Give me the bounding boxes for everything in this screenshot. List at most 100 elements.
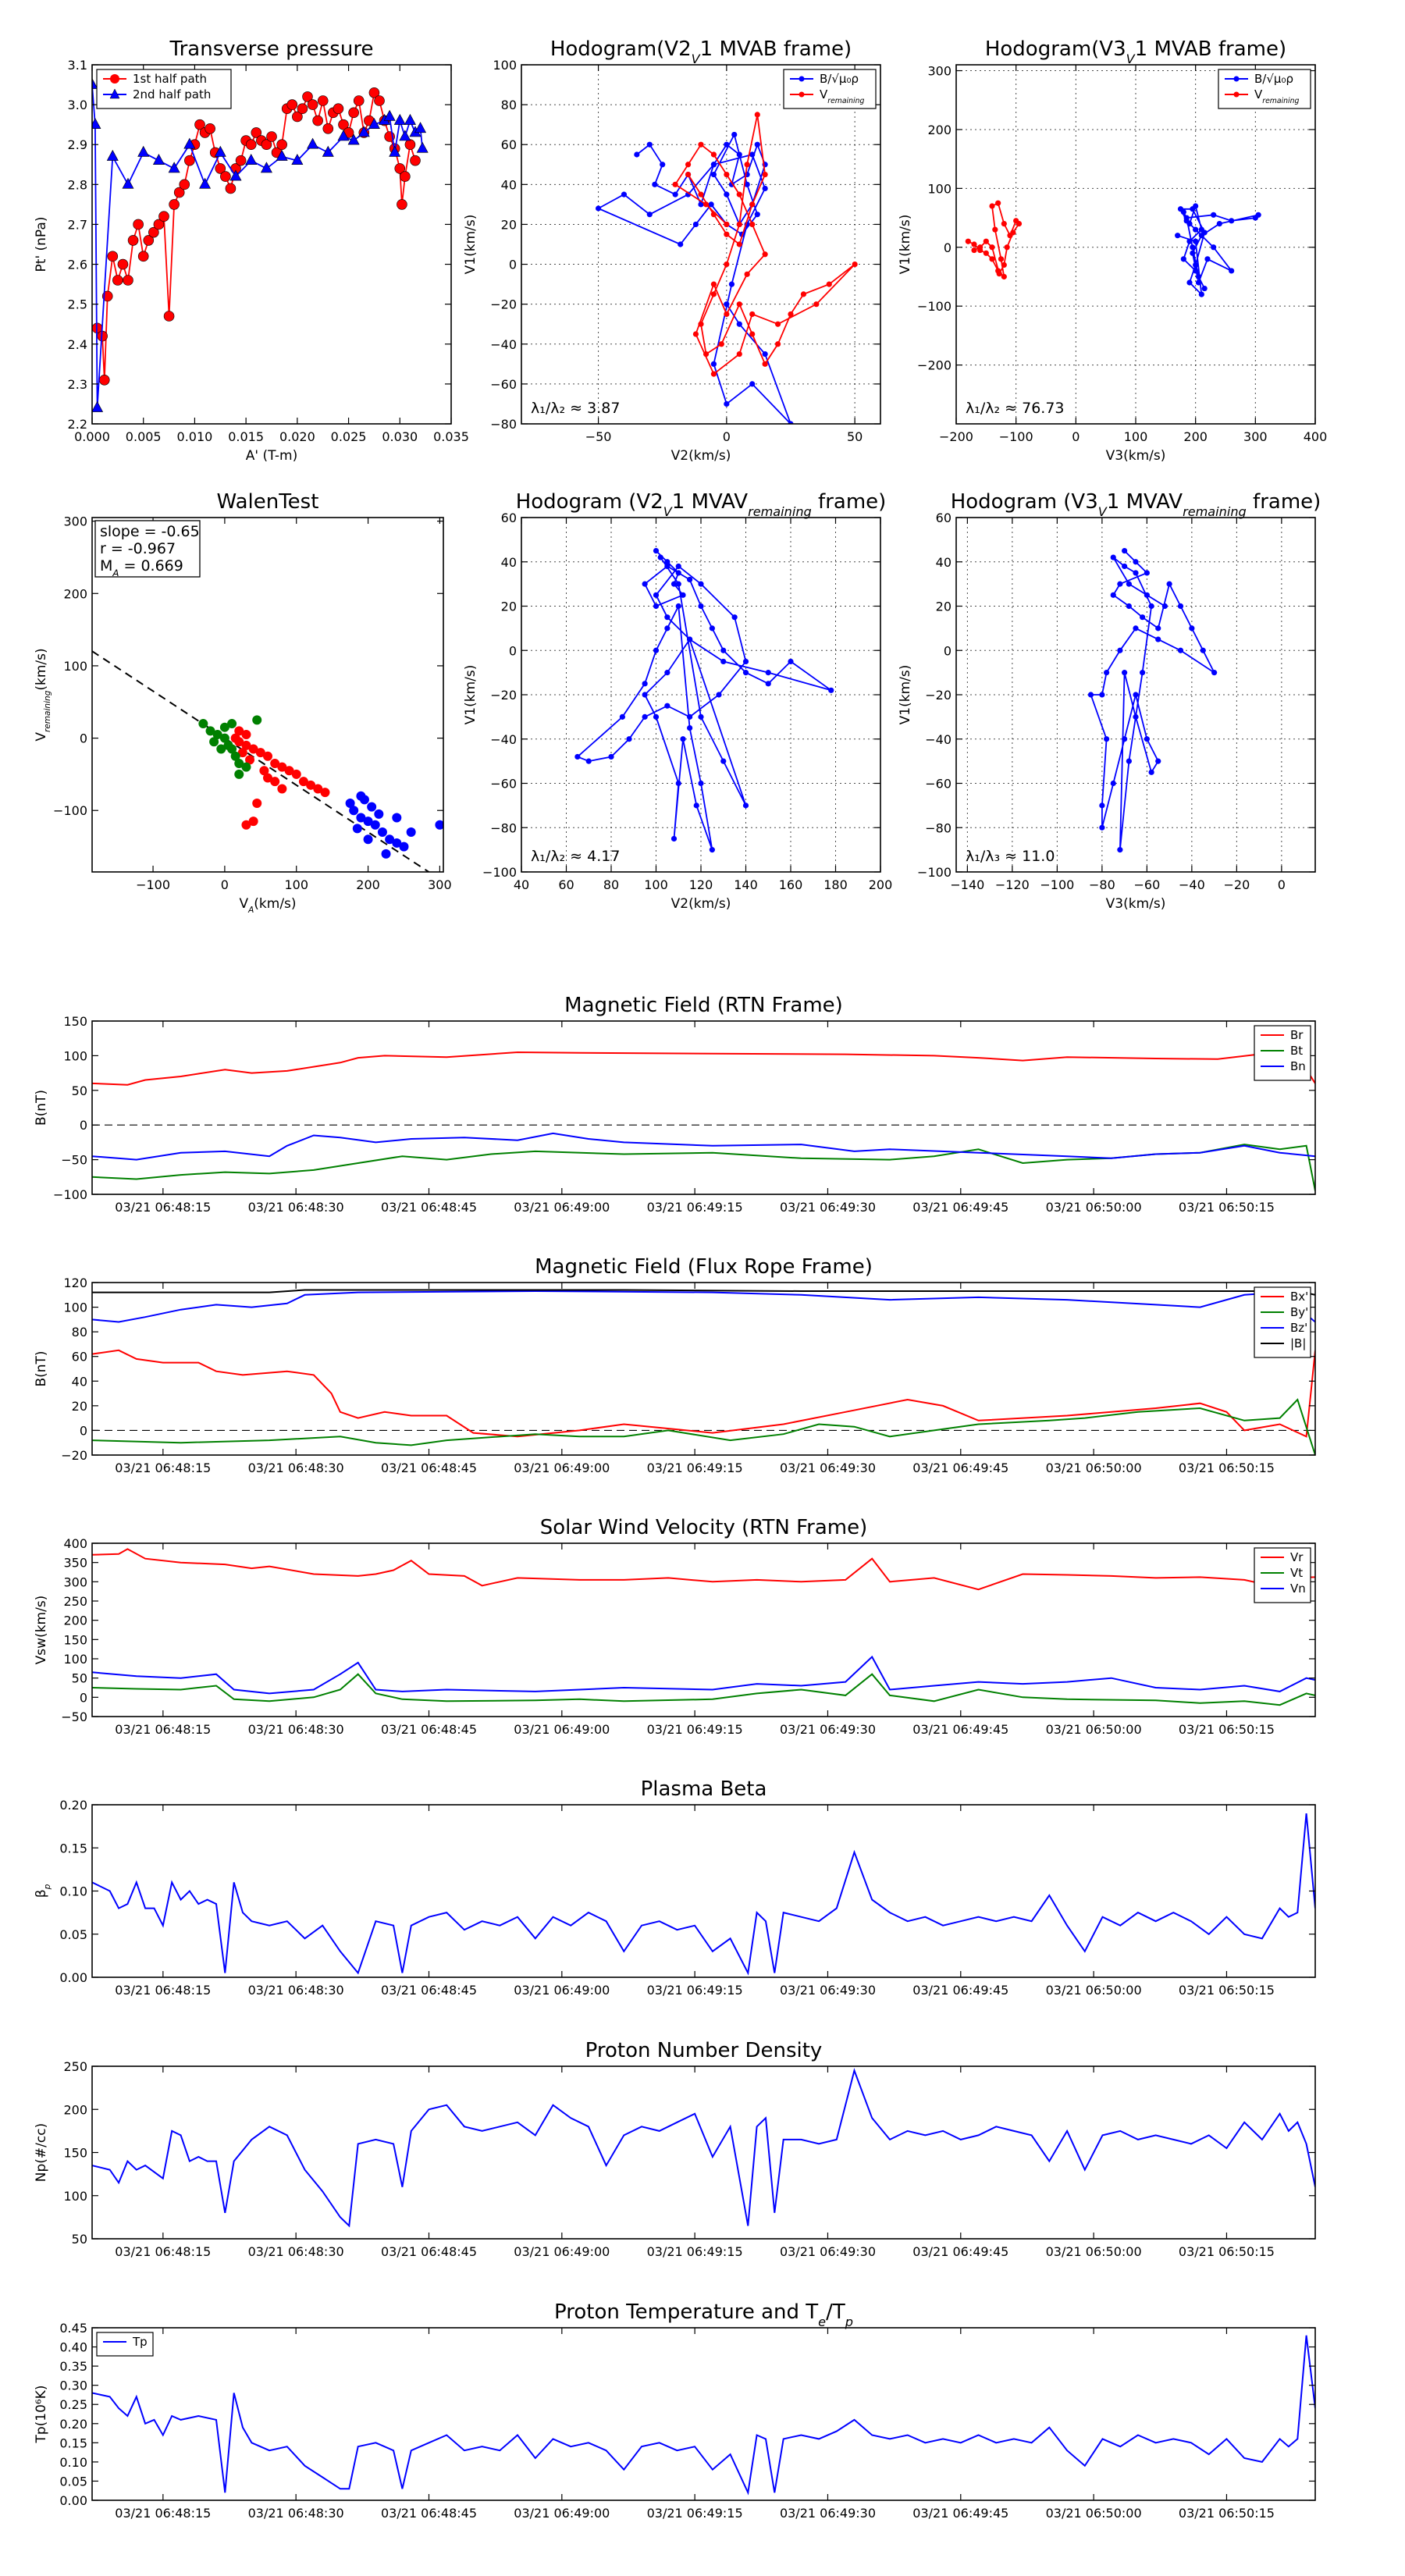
data-point xyxy=(435,820,443,830)
x-tick-label: −200 xyxy=(939,429,973,444)
text-span: /T xyxy=(826,2300,845,2324)
data-point xyxy=(1126,603,1132,610)
x-tick-label: 03/21 06:48:45 xyxy=(381,2506,477,2521)
text-span: Solar Wind Velocity (RTN Frame) xyxy=(540,1516,867,1539)
x-tick-label: 80 xyxy=(603,877,619,892)
data-point xyxy=(664,614,670,621)
y-axis-label: Np(#/cc) xyxy=(34,2123,49,2182)
data-point xyxy=(137,145,150,157)
data-point xyxy=(710,171,717,178)
legend-entry: Vremaining xyxy=(1254,87,1300,105)
text-span: V3(km/s) xyxy=(1106,448,1166,464)
data-point xyxy=(248,744,258,754)
text-span: Magnetic Field (RTN Frame) xyxy=(564,994,843,1017)
x-tick-label: 0.000 xyxy=(74,429,110,444)
x-tick-label: 0 xyxy=(1278,877,1286,892)
data-point xyxy=(230,751,240,761)
series-line xyxy=(92,2068,1315,2228)
data-point xyxy=(270,759,280,769)
y-tick-label: 120 xyxy=(63,1276,87,1290)
data-point xyxy=(1148,769,1154,775)
text-span: = 0.669 xyxy=(119,557,183,575)
y-tick-label: 40 xyxy=(501,177,517,192)
text-span: Pt' (nPa) xyxy=(34,217,49,272)
data-point xyxy=(724,191,730,197)
x-tick-label: 03/21 06:49:45 xyxy=(912,1461,1008,1475)
y-tick-label: 60 xyxy=(501,511,517,525)
data-point xyxy=(720,658,727,665)
legend: Bx'By' Bz'|B| xyxy=(1254,1286,1311,1358)
data-point xyxy=(1133,559,1139,565)
data-point xyxy=(229,169,242,181)
y-tick-label: 2.2 xyxy=(68,417,87,432)
data-point xyxy=(754,112,760,118)
x-tick-label: 03/21 06:48:15 xyxy=(115,1200,211,1215)
data-point xyxy=(710,151,717,158)
x-axis-label: VA(km/s) xyxy=(239,896,296,915)
data-point xyxy=(813,301,820,308)
data-point xyxy=(971,241,977,247)
data-point xyxy=(724,141,730,148)
y-tick-label: −50 xyxy=(61,1710,87,1724)
data-point xyxy=(286,99,298,110)
x-tick-label: 03/21 06:50:00 xyxy=(1046,2506,1142,2521)
data-point xyxy=(1099,802,1105,809)
r-text: r = -0.967 xyxy=(100,540,176,557)
y-tick-label: −80 xyxy=(925,820,951,835)
data-point xyxy=(1099,692,1105,698)
y-tick-label: 0 xyxy=(944,643,951,658)
data-layer xyxy=(595,112,858,424)
data-point xyxy=(608,753,614,760)
data-point xyxy=(1016,221,1023,227)
data-point xyxy=(291,769,301,779)
data-point xyxy=(248,817,258,827)
text-span: 1 MVAB frame) xyxy=(1135,37,1287,61)
legend-marker xyxy=(109,88,120,99)
x-axis-label: V3(km/s) xyxy=(1106,448,1166,464)
data-point xyxy=(377,827,387,838)
text-span: B/√μ₀ρ xyxy=(1254,72,1293,86)
data-point xyxy=(241,820,251,830)
series-line xyxy=(92,1398,1315,1455)
y-tick-label: 50 xyxy=(72,1671,87,1686)
data-point xyxy=(219,722,229,732)
y-tick-label: 250 xyxy=(63,1594,87,1609)
x-tick-label: 0.030 xyxy=(382,429,418,444)
text-span: β xyxy=(34,1889,49,1898)
text-span: 1 MVAV xyxy=(672,490,748,514)
series-br xyxy=(92,1051,1315,1086)
data-point xyxy=(215,163,226,174)
data-point xyxy=(1211,670,1218,676)
y-axis-label: V1(km/s) xyxy=(463,215,478,275)
data-point xyxy=(392,838,402,848)
data-point xyxy=(702,201,710,208)
text-span: 1 MVAV xyxy=(1107,490,1183,514)
data-point xyxy=(619,713,625,720)
y-tick-label: 100 xyxy=(63,659,87,674)
data-point xyxy=(774,321,781,327)
data-point xyxy=(762,171,768,178)
y-tick-label: −200 xyxy=(917,358,951,373)
data-point xyxy=(1195,279,1202,286)
y-tick-label: 40 xyxy=(72,1374,87,1389)
y-tick-label: −60 xyxy=(490,777,517,792)
data-point xyxy=(1144,736,1150,742)
x-tick-label: 03/21 06:49:00 xyxy=(514,2506,610,2521)
data-point xyxy=(219,733,229,743)
series-line xyxy=(92,1051,1315,1086)
data-point xyxy=(736,321,742,327)
data-point xyxy=(626,736,632,742)
y-tick-label: 80 xyxy=(501,98,517,112)
y-tick-label: −100 xyxy=(482,865,517,880)
data-point xyxy=(1211,212,1217,218)
data-point xyxy=(736,301,742,308)
series-0 xyxy=(92,1813,1315,1976)
data-point xyxy=(367,802,377,812)
series-line xyxy=(92,1548,1315,1591)
data-point xyxy=(255,748,265,758)
legend-frame xyxy=(1218,69,1311,109)
data-point xyxy=(692,331,699,337)
data-point xyxy=(241,729,251,739)
data-point xyxy=(680,592,686,598)
text-span: V3(km/s) xyxy=(1106,896,1166,912)
